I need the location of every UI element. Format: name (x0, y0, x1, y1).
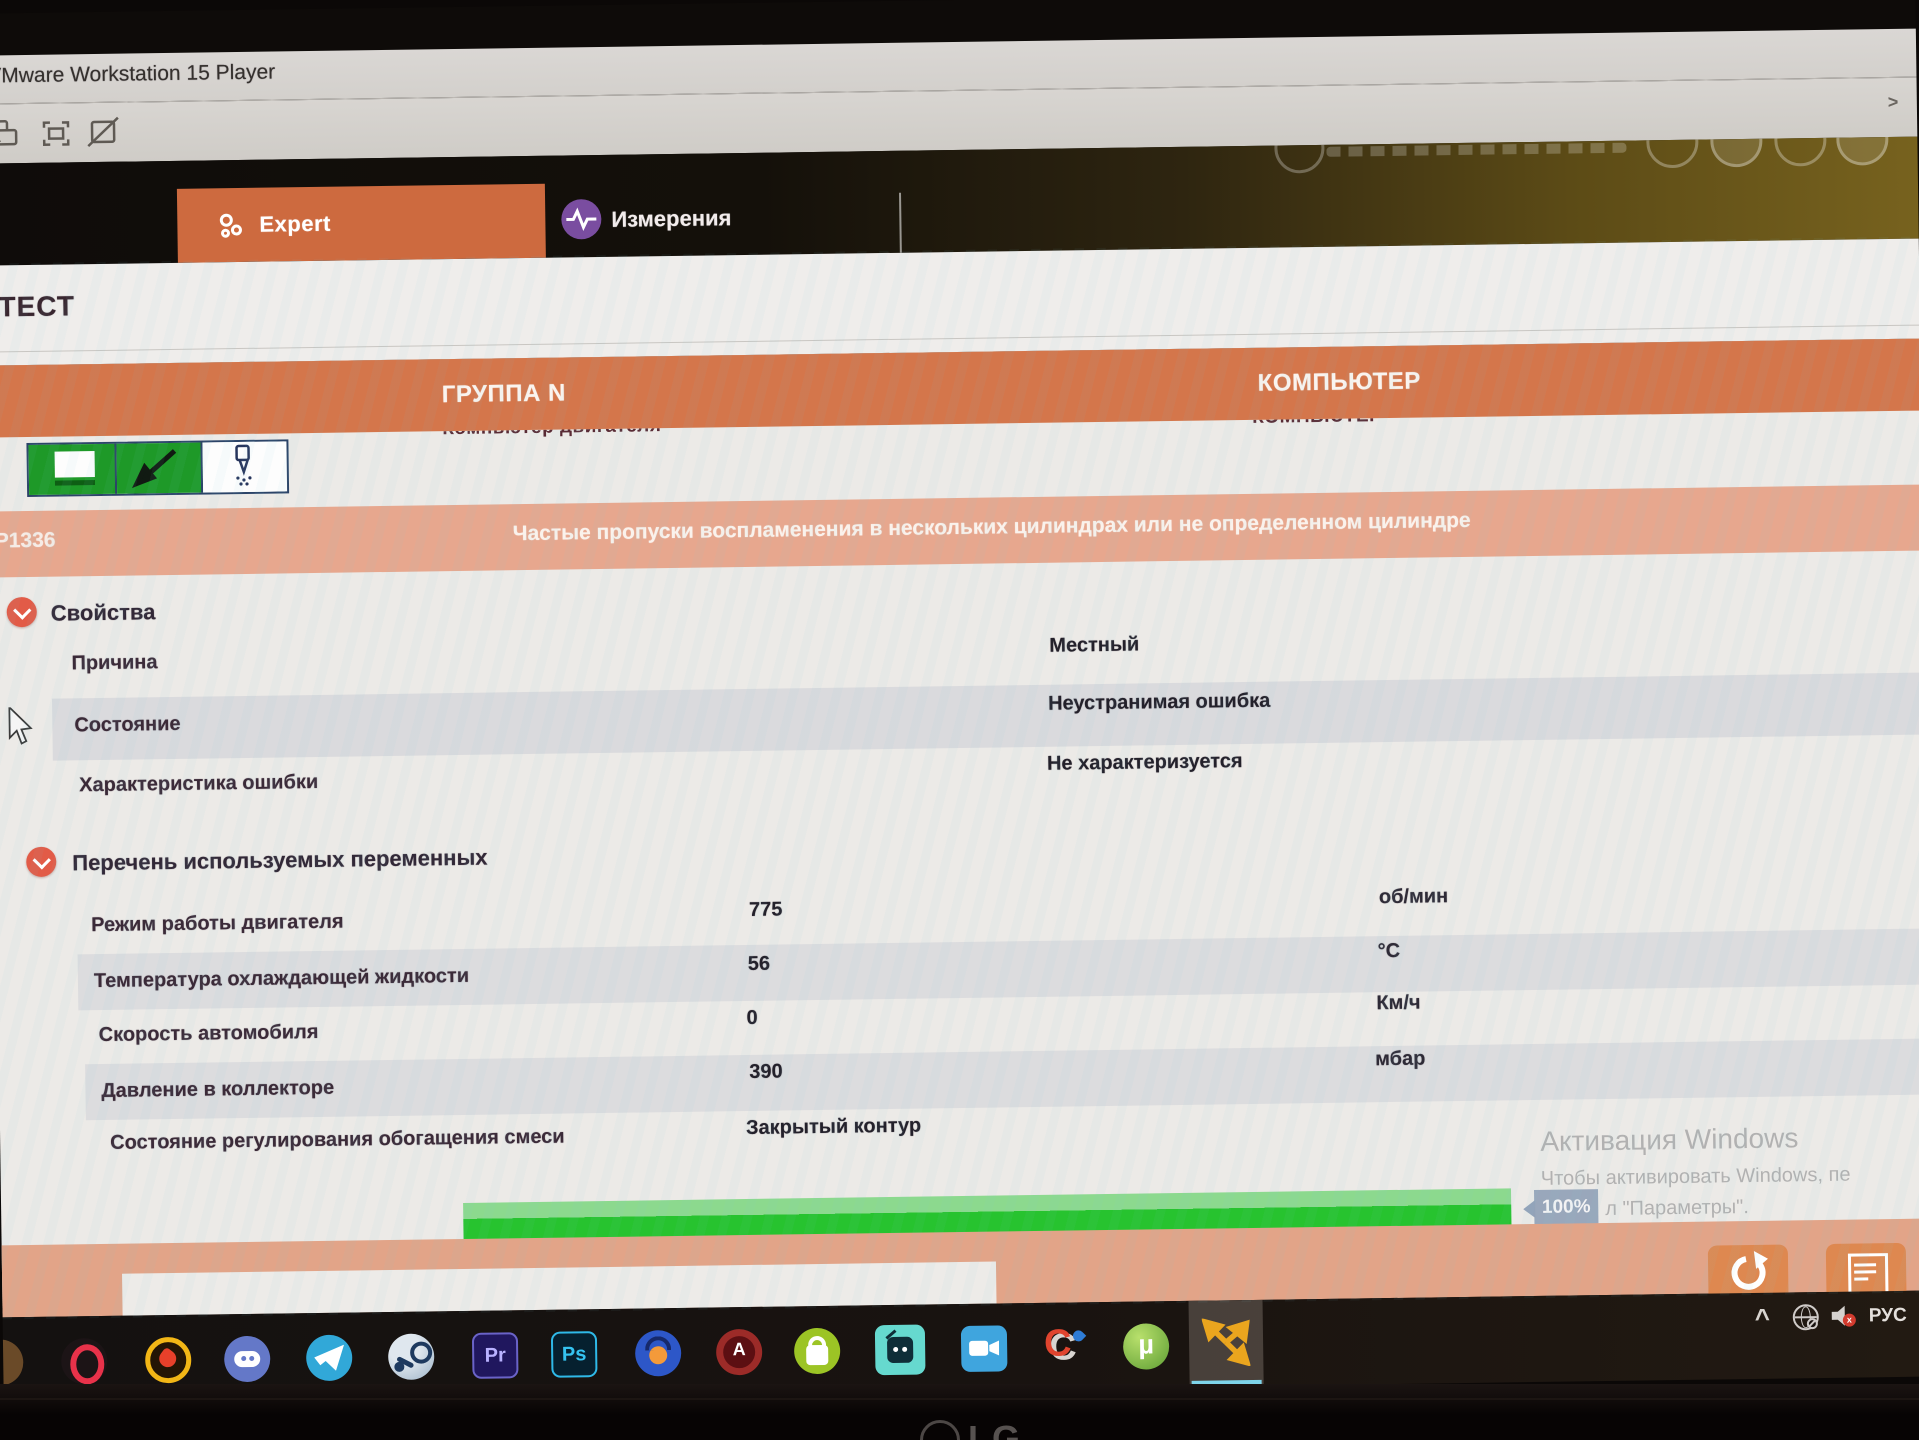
property-value: Не характеризуется (1046, 750, 1243, 775)
property-label: Причина (71, 651, 158, 675)
fullscreen-icon[interactable] (36, 115, 77, 157)
computer-column-header[interactable]: КОМПЬЮТЕР (1257, 367, 1422, 397)
property-value: Неустранимая ошибка (1048, 689, 1271, 715)
variable-label: Состояние регулирования обогащения смеси (110, 1125, 565, 1154)
dtc-code: P1336 (0, 528, 56, 553)
browser-red-yellow-icon[interactable] (144, 1336, 192, 1384)
variable-unit: мбар (1374, 1047, 1426, 1071)
mouse-cursor (6, 705, 37, 752)
photoshop-icon[interactable]: Ps (550, 1331, 598, 1378)
laptop-bezel: LG (0, 1384, 1919, 1440)
partial-circle-button[interactable] (1774, 136, 1827, 167)
discord-icon[interactable] (223, 1335, 271, 1383)
variable-value: Закрытый контур (745, 1114, 922, 1140)
tab-measurements-label: Измерения (611, 205, 732, 232)
opera-icon[interactable] (60, 1337, 108, 1385)
lg-logo-text: LG (968, 1418, 1022, 1440)
window-title: VMware Workstation 15 Player (0, 60, 276, 88)
ecu-module-icon (28, 443, 118, 495)
tab-expert[interactable]: Expert (176, 183, 546, 263)
steam-icon[interactable] (387, 1333, 435, 1381)
unity-mode-icon[interactable] (0, 116, 26, 158)
taskbar: Pr Ps А C C (2, 1290, 1919, 1404)
teal-recorder-icon[interactable] (874, 1324, 926, 1376)
diagnostic-app-tile[interactable] (1188, 1299, 1264, 1387)
variable-unit: об/мин (1378, 885, 1449, 909)
ccleaner-icon[interactable]: C C (1043, 1322, 1090, 1371)
variable-value: 0 (746, 1006, 758, 1030)
photoshop-label: Ps (561, 1343, 587, 1366)
dtc-description: Частые пропуски воспламенения в нескольк… (512, 508, 1471, 546)
injector-icon (202, 441, 286, 493)
partial-circle-button[interactable] (1710, 136, 1763, 168)
variable-value: 390 (749, 1060, 783, 1083)
watermark-line2: Чтобы активировать Windows, пе (1540, 1163, 1851, 1190)
premiere-label: Pr (484, 1344, 506, 1367)
volume-muted-icon[interactable]: x (1831, 1304, 1859, 1328)
utorrent-icon[interactable]: µ (1122, 1323, 1170, 1370)
music-app-icon[interactable] (634, 1329, 682, 1377)
refresh-button[interactable] (1707, 1244, 1789, 1304)
app-tab-bar: Expert Измерения (0, 136, 1919, 266)
group-column-header[interactable]: ГРУППА N (441, 379, 567, 409)
property-label: Состояние (74, 712, 181, 737)
variable-value: 56 (747, 952, 771, 975)
property-value: Местный (1049, 633, 1140, 657)
partial-circle-button[interactable] (1835, 136, 1889, 166)
variable-label: Давление в коллекторе (101, 1076, 335, 1103)
tab-measurements[interactable]: Измерения (547, 179, 878, 258)
premiere-icon[interactable]: Pr (471, 1332, 519, 1379)
tab-divider (899, 192, 902, 253)
toolbar-overflow-chevron[interactable]: > (1887, 91, 1899, 112)
variable-label: Режим работы двигателя (91, 910, 344, 937)
faded-header-text (1326, 142, 1627, 157)
page-title: ТЕСТ (0, 290, 76, 323)
progress-percent: 100% (1533, 1189, 1599, 1227)
partial-app-icon[interactable] (2, 1339, 24, 1386)
ecu-icon-group[interactable] (26, 439, 290, 497)
watermark-line3: л "Параметры". (1605, 1196, 1749, 1221)
gears-icon (215, 210, 248, 247)
utorrent-label: µ (1138, 1329, 1155, 1360)
variable-unit: Км/ч (1376, 991, 1421, 1015)
variable-value: 775 (748, 898, 783, 921)
lg-logo-ring (920, 1420, 960, 1440)
partial-circle-button[interactable] (1646, 136, 1699, 169)
app-a-label: А (732, 1339, 746, 1360)
telegram-icon[interactable] (305, 1334, 353, 1382)
app-a-icon[interactable]: А (715, 1328, 763, 1376)
vmware-toolbar: > (0, 77, 1918, 164)
network-globe-icon[interactable] (1792, 1304, 1819, 1331)
snapshot-disabled-icon[interactable] (84, 115, 125, 157)
video-camera-icon[interactable] (960, 1325, 1008, 1373)
waveform-icon (561, 198, 602, 240)
language-indicator[interactable]: РУС (1868, 1304, 1907, 1327)
property-label: Характеристика ошибки (79, 770, 319, 797)
arrow-icon (116, 442, 204, 494)
variable-label: Скорость автомобиля (98, 1020, 319, 1047)
tab-expert-label: Expert (259, 210, 332, 237)
green-app-icon[interactable] (793, 1327, 841, 1375)
variable-unit: °C (1377, 939, 1401, 963)
properties-section-title[interactable]: Свойства (50, 599, 156, 626)
watermark-line1: Активация Windows (1540, 1122, 1799, 1157)
tray-chevron-up-icon[interactable]: ^ (1754, 1302, 1771, 1333)
